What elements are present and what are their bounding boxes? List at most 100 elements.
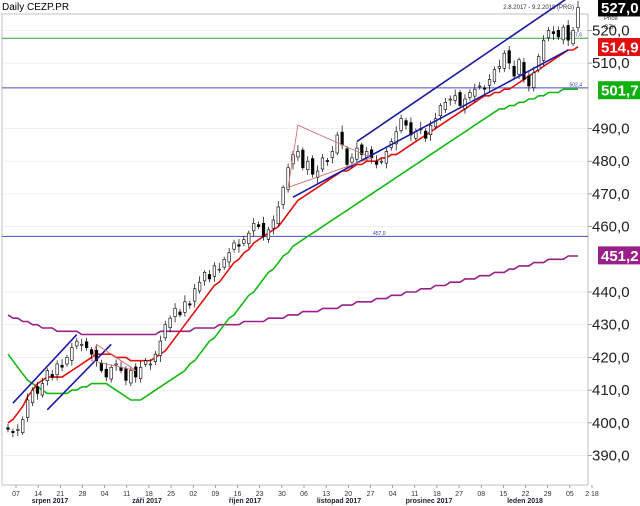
y-tick-label: 480,0 — [592, 153, 630, 170]
candle-body — [227, 252, 231, 263]
x-tick-label: 14 — [34, 491, 42, 498]
candle-body — [433, 118, 438, 128]
candle-body — [443, 102, 447, 110]
candle-body — [6, 427, 10, 430]
x-tick-label: 25 — [167, 491, 175, 498]
y-tick-label: 460,0 — [592, 219, 630, 236]
channel-line — [292, 49, 569, 198]
candle-body — [178, 311, 182, 316]
candle-body — [222, 259, 226, 268]
trendlines — [12, 0, 569, 411]
price-label: Price — [604, 16, 618, 22]
candle-body — [556, 30, 560, 38]
chart-title: Daily CEZP.PR — [2, 2, 69, 13]
candle-body — [65, 357, 69, 365]
candle-body — [512, 66, 516, 77]
candle-body — [532, 72, 536, 88]
candle-body — [438, 105, 443, 117]
candle-body — [517, 59, 521, 75]
x-tick-label: 16 — [234, 491, 242, 498]
price-badge — [598, 81, 640, 100]
x-tick-label: 06 — [300, 491, 308, 498]
currency-label: CZK — [604, 25, 616, 31]
candle-body — [271, 219, 275, 229]
candle-body — [537, 56, 541, 71]
candle-body — [566, 25, 570, 41]
candle-body — [542, 39, 546, 61]
x-tick-label: 18 — [145, 491, 153, 498]
candle-body — [11, 431, 15, 433]
y-tick-label: 440,0 — [592, 284, 630, 301]
candle-body — [315, 170, 320, 178]
x-tick-label: 27 — [367, 491, 375, 498]
x-tick-label: 29 — [544, 491, 552, 498]
channel-line — [356, 0, 567, 143]
x-axis: 07 14 21 28 04 11 18 25 02 09 16 23 30 06 13 20 27 04 11 18… — [12, 485, 599, 505]
candle-body — [55, 363, 59, 376]
x-tick-label: 20 — [344, 491, 352, 498]
y-tick-label: 490,0 — [592, 120, 630, 137]
candle-body — [40, 383, 44, 396]
candle-body — [325, 160, 329, 162]
candle-body — [355, 147, 359, 160]
candle-body — [252, 223, 256, 232]
candle-body — [129, 370, 133, 384]
candle-body — [124, 368, 128, 381]
x-tick-label: 15 — [499, 491, 507, 498]
candle-body — [340, 131, 344, 146]
x-tick-label: 09 — [211, 491, 219, 498]
candle-body — [70, 347, 74, 361]
candle-body — [276, 206, 280, 224]
candle-body — [502, 52, 506, 69]
ma-red-line — [7, 46, 579, 424]
candle-body — [468, 92, 472, 98]
x-month-label: listopad 2017 — [317, 498, 361, 505]
candle-body — [35, 386, 40, 394]
candle-body — [497, 66, 501, 69]
candle-body — [143, 360, 148, 365]
x-tick-label: 04 — [101, 491, 109, 498]
grid — [1, 13, 589, 486]
candle-body — [26, 399, 30, 418]
moving-averages — [7, 46, 579, 424]
candle-body — [546, 30, 551, 39]
candle-body — [261, 223, 266, 237]
candle-body — [168, 317, 172, 328]
candle-body — [320, 157, 325, 170]
y-tick-label: 400,0 — [592, 415, 630, 432]
candle-body — [487, 79, 492, 86]
price-badge — [598, 38, 640, 57]
candle-body — [266, 229, 271, 240]
candle-body — [158, 340, 162, 356]
ma-green-line — [7, 88, 578, 401]
candle-body — [483, 87, 487, 90]
ma-purple-line — [7, 255, 578, 336]
triangle-pattern — [287, 124, 373, 189]
candle-body — [134, 366, 138, 378]
candle-body — [379, 160, 384, 163]
candle-body — [30, 389, 35, 403]
candle-body — [360, 144, 364, 155]
y-tick-label: 510,0 — [592, 55, 630, 72]
x-month-label: září 2017 — [132, 498, 162, 505]
candle-body — [16, 429, 20, 431]
candle-body — [394, 131, 398, 145]
candle-body — [183, 301, 187, 313]
candle-body — [522, 62, 526, 80]
candle-body — [198, 281, 202, 292]
candle-body — [507, 50, 511, 64]
x-tick-label: 21 — [56, 491, 64, 498]
y-tick-label: 420,0 — [592, 349, 630, 366]
candle-body — [89, 349, 94, 355]
candle-body — [60, 364, 64, 368]
y-tick-label: 390,0 — [592, 448, 630, 465]
x-tick-label: 13 — [322, 491, 330, 498]
candle-body — [153, 353, 158, 362]
candle-body — [173, 308, 177, 317]
level-label: 457,0 — [373, 231, 386, 237]
candle-body — [335, 134, 339, 154]
x-tick-label: 30 — [278, 491, 286, 498]
candle-body — [473, 88, 477, 97]
